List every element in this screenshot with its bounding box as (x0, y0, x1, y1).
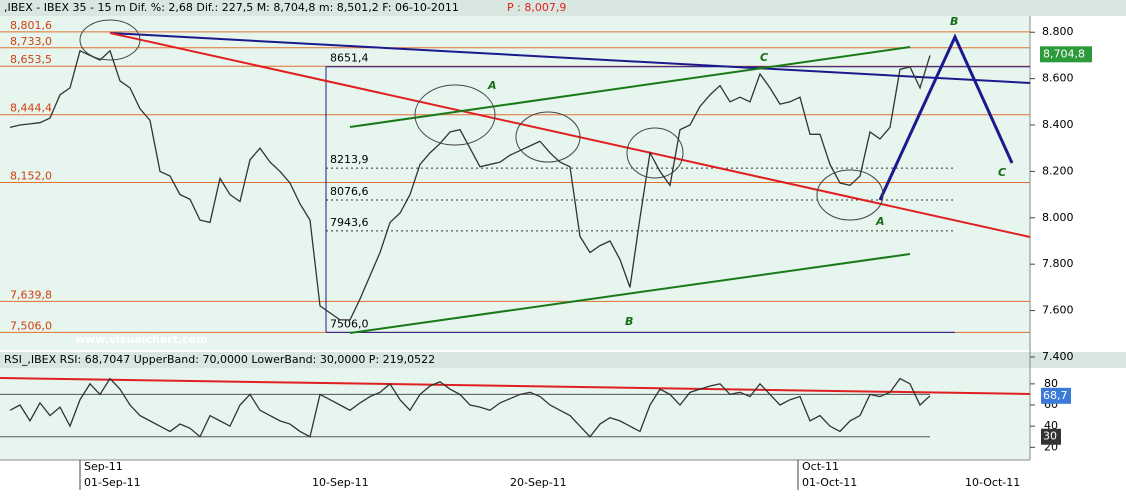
wave-label: B (625, 315, 633, 328)
rsi-band-box (1041, 428, 1061, 445)
month-label: Sep-11 (84, 460, 123, 473)
retracement-label: 8651,4 (330, 52, 369, 65)
circle (79, 19, 141, 61)
trend-line (109, 32, 1031, 84)
retracement-label: 7506,0 (330, 317, 369, 330)
x-tick-label: 20-Sep-11 (510, 476, 567, 489)
wave-label: B (950, 15, 958, 28)
retracement-label: 8076,6 (330, 185, 369, 198)
y-tick-label: 8.800 (1042, 25, 1074, 38)
wave-line (878, 33, 1014, 201)
trend-line (349, 46, 911, 128)
trend-line (109, 32, 1031, 238)
level-label: 8,733,0 (10, 35, 52, 48)
x-tick-label: 10-Oct-11 (965, 476, 1020, 489)
level-label: 8,152,0 (10, 170, 52, 183)
level-label: 7,506,0 (10, 319, 52, 332)
y-tick-label: 8.000 (1042, 211, 1074, 224)
y-tick-label: 7.600 (1042, 304, 1074, 317)
level-label: 8,653,5 (10, 53, 52, 66)
y-tick-label: 80 (1044, 377, 1058, 390)
level-label: 8,444,4 (10, 102, 52, 115)
header-price: P : 8,007,9 (507, 1, 566, 14)
month-label: Oct-11 (802, 460, 839, 473)
trend-line (349, 253, 911, 334)
y-tick-label: 8.200 (1042, 164, 1074, 177)
header: RSI_,IBEX RSI: 68,7047 UpperBand: 70,000… (4, 353, 435, 366)
y-tick-label: 8.400 (1042, 118, 1074, 131)
circle (414, 84, 496, 146)
x-tick-label: 01-Oct-11 (802, 476, 857, 489)
rsi-last-box (1041, 387, 1071, 404)
circle (515, 111, 581, 163)
wave-label: C (998, 166, 1006, 179)
header: ,IBEX - IBEX 35 - 15 m Dif. %: 2,68 Dif.… (4, 1, 459, 14)
rsi-band-label: 30 (1043, 430, 1057, 443)
watermark: www.visualchart.com (75, 333, 208, 346)
last-price-box (1040, 46, 1092, 63)
circle (816, 169, 884, 221)
rsi-line (9, 377, 931, 438)
header-bar (0, 352, 1126, 368)
last-price-label: 8,704,8 (1043, 47, 1085, 60)
retracement-label: 8213,9 (330, 153, 369, 166)
rsi-panel (0, 368, 1030, 460)
wave-label: C (760, 51, 768, 64)
price-line (9, 49, 931, 321)
y-tick-label: 7.800 (1042, 257, 1074, 270)
x-tick-label: 01-Sep-11 (84, 476, 141, 489)
wave-label: A (487, 79, 497, 92)
x-tick-label: 10-Sep-11 (312, 476, 369, 489)
retracement-label: 7943,6 (330, 216, 369, 229)
trend-line (0, 377, 1031, 395)
wave-label: A (875, 215, 885, 228)
y-tick-label: 8.600 (1042, 72, 1074, 85)
header-bar (0, 0, 1126, 16)
level-label: 7,639,8 (10, 288, 52, 301)
y-tick-label: 7.400 (1042, 350, 1074, 363)
level-label: 8,801,6 (10, 19, 52, 32)
rsi-last-label: 68,7 (1043, 389, 1068, 402)
circle (626, 127, 684, 179)
